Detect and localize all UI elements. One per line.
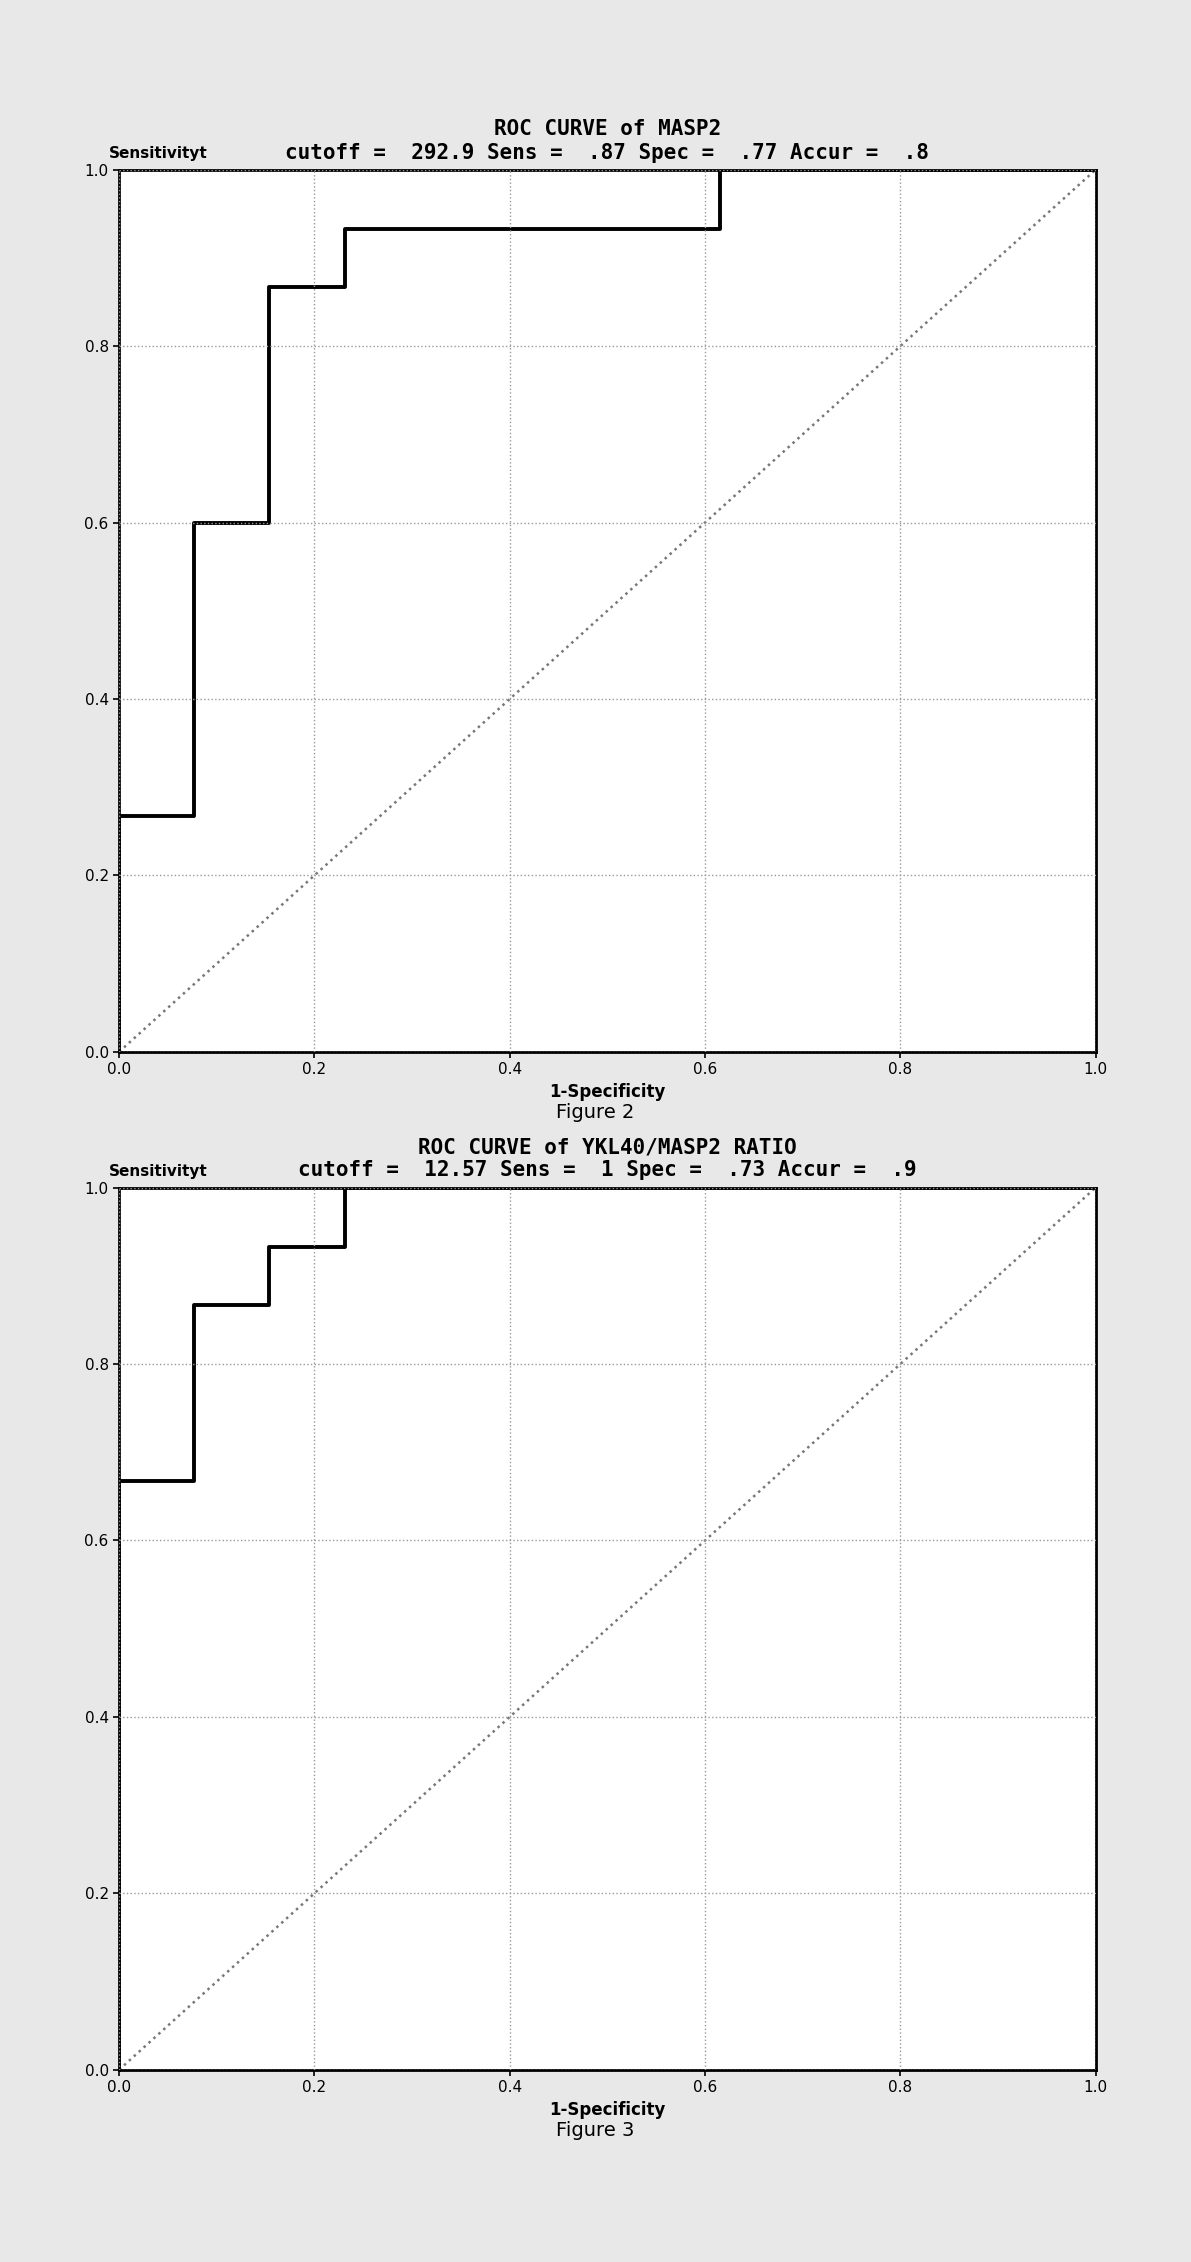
Title: ROC CURVE of YKL40/MASP2 RATIO
cutoff =  12.57 Sens =  1 Spec =  .73 Accur =  .9: ROC CURVE of YKL40/MASP2 RATIO cutoff = … [298,1138,917,1181]
X-axis label: 1-Specificity: 1-Specificity [549,2101,666,2119]
Text: Figure 3: Figure 3 [556,2122,635,2140]
Text: Sensitivityt: Sensitivityt [110,145,208,161]
X-axis label: 1-Specificity: 1-Specificity [549,1083,666,1102]
Text: Sensitivityt: Sensitivityt [110,1163,208,1179]
Title: ROC CURVE of MASP2
cutoff =  292.9 Sens =  .87 Spec =  .77 Accur =  .8: ROC CURVE of MASP2 cutoff = 292.9 Sens =… [286,120,929,163]
Text: Figure 2: Figure 2 [556,1104,635,1122]
